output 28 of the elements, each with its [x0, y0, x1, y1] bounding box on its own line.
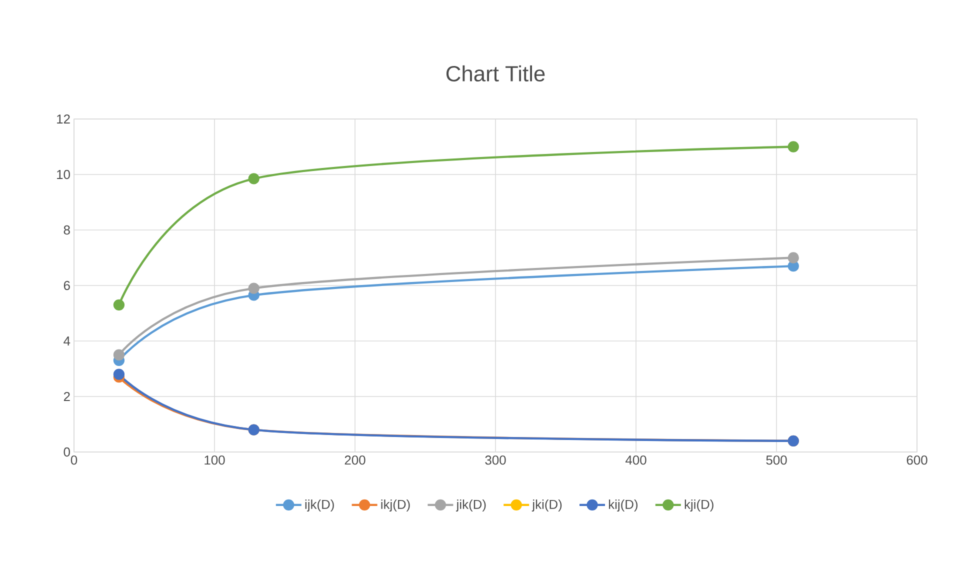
legend-label: jik(D) [456, 499, 486, 512]
legend-label: kji(D) [684, 499, 714, 512]
x-tick-label: 600 [906, 456, 928, 465]
y-tick-label: 6 [64, 280, 70, 290]
y-tick-label: 8 [64, 225, 70, 235]
y-tick-label: 12 [57, 114, 70, 124]
point [248, 282, 260, 294]
y-tick-label: 0 [64, 447, 70, 457]
legend-label: ikj(D) [381, 499, 410, 512]
y-tick-label: 4 [64, 336, 70, 346]
chart-title: Chart Title [446, 65, 545, 82]
legend-label: ijk(D) [305, 499, 334, 512]
y-tick-label: 10 [57, 170, 70, 180]
legend-label: jki(D) [532, 499, 562, 512]
point [788, 141, 799, 152]
x-tick-label: 100 [204, 456, 225, 465]
point [113, 299, 125, 310]
point [113, 368, 125, 380]
x-tick-label: 500 [766, 456, 787, 465]
x-tick-label: 0 [70, 456, 78, 465]
x-tick-label: 200 [344, 456, 366, 465]
x-tick-label: 300 [485, 456, 506, 465]
y-tick-label: 2 [64, 392, 70, 402]
point [788, 252, 799, 264]
x-tick-label: 400 [625, 456, 646, 465]
legend-label: kij(D) [608, 499, 638, 512]
point [248, 173, 260, 184]
point [113, 349, 125, 360]
